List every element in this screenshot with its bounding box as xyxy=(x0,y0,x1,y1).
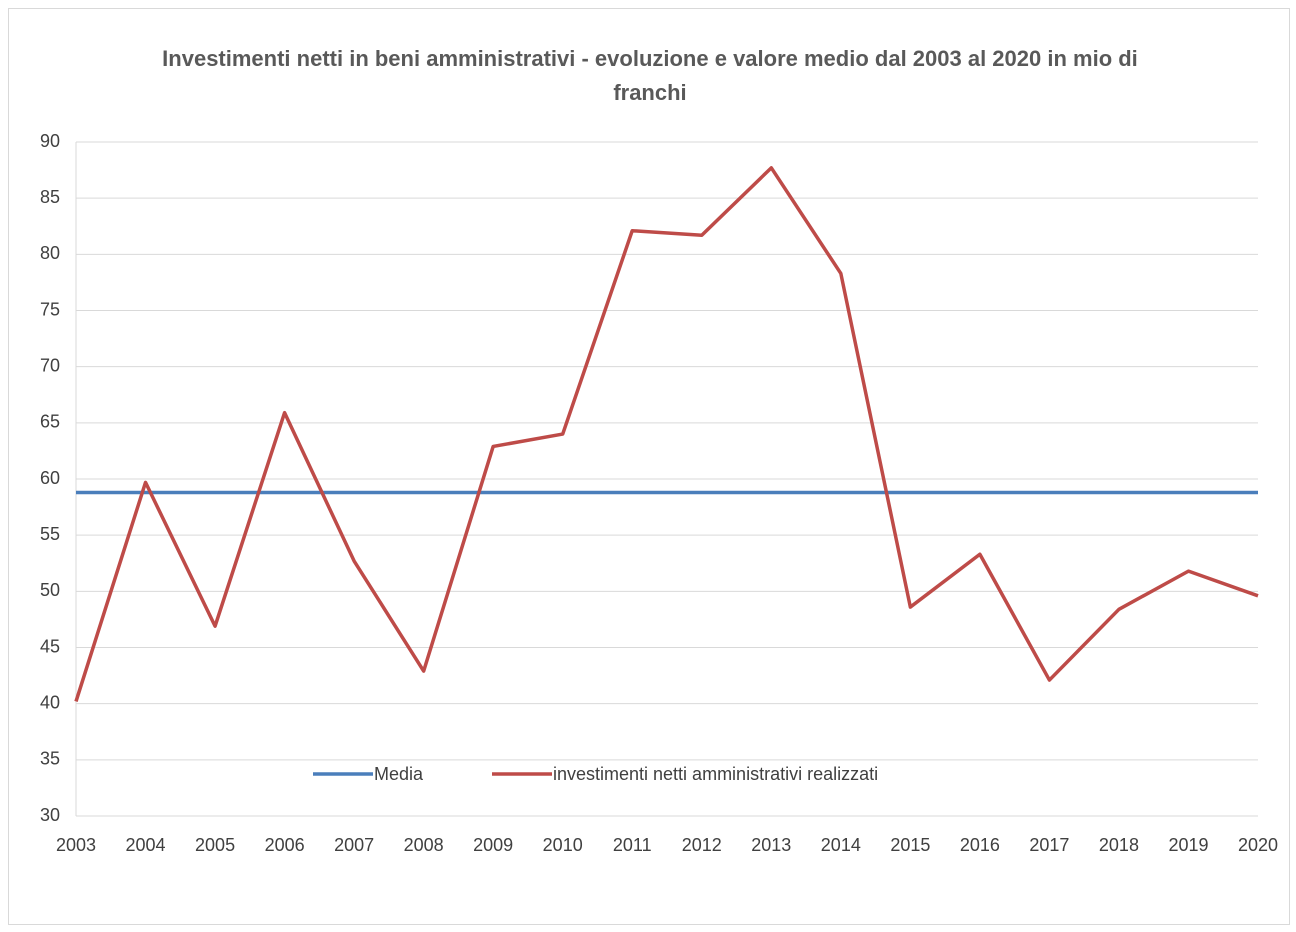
y-tick-label: 50 xyxy=(40,580,60,600)
y-tick-label: 65 xyxy=(40,412,60,432)
x-tick-label: 2020 xyxy=(1238,835,1278,855)
y-tick-label: 80 xyxy=(40,243,60,263)
legend-label: investimenti netti amministrativi realiz… xyxy=(553,764,878,784)
x-tick-label: 2019 xyxy=(1168,835,1208,855)
y-tick-label: 55 xyxy=(40,524,60,544)
x-tick-label: 2009 xyxy=(473,835,513,855)
x-tick-label: 2015 xyxy=(890,835,930,855)
y-tick-label: 40 xyxy=(40,692,60,712)
x-tick-label: 2006 xyxy=(265,835,305,855)
y-tick-label: 30 xyxy=(40,805,60,825)
x-tick-label: 2005 xyxy=(195,835,235,855)
y-tick-label: 85 xyxy=(40,187,60,207)
x-tick-label: 2010 xyxy=(543,835,583,855)
chart-frame xyxy=(8,8,1290,925)
x-tick-label: 2013 xyxy=(751,835,791,855)
x-tick-label: 2017 xyxy=(1029,835,1069,855)
y-tick-label: 60 xyxy=(40,468,60,488)
x-tick-label: 2008 xyxy=(404,835,444,855)
x-tick-label: 2014 xyxy=(821,835,861,855)
x-tick-label: 2012 xyxy=(682,835,722,855)
x-tick-label: 2016 xyxy=(960,835,1000,855)
y-tick-label: 35 xyxy=(40,749,60,769)
chart-title: Investimenti netti in beni amministrativ… xyxy=(162,46,1138,105)
y-tick-label: 45 xyxy=(40,636,60,656)
legend-label: Media xyxy=(374,764,424,784)
y-tick-label: 75 xyxy=(40,299,60,319)
x-tick-label: 2003 xyxy=(56,835,96,855)
y-tick-label: 90 xyxy=(40,131,60,151)
series-line xyxy=(74,166,1259,702)
x-tick-label: 2011 xyxy=(613,835,652,855)
y-tick-label: 70 xyxy=(40,355,60,375)
x-tick-label: 2004 xyxy=(126,835,166,855)
x-tick-label: 2007 xyxy=(334,835,374,855)
x-tick-label: 2018 xyxy=(1099,835,1139,855)
